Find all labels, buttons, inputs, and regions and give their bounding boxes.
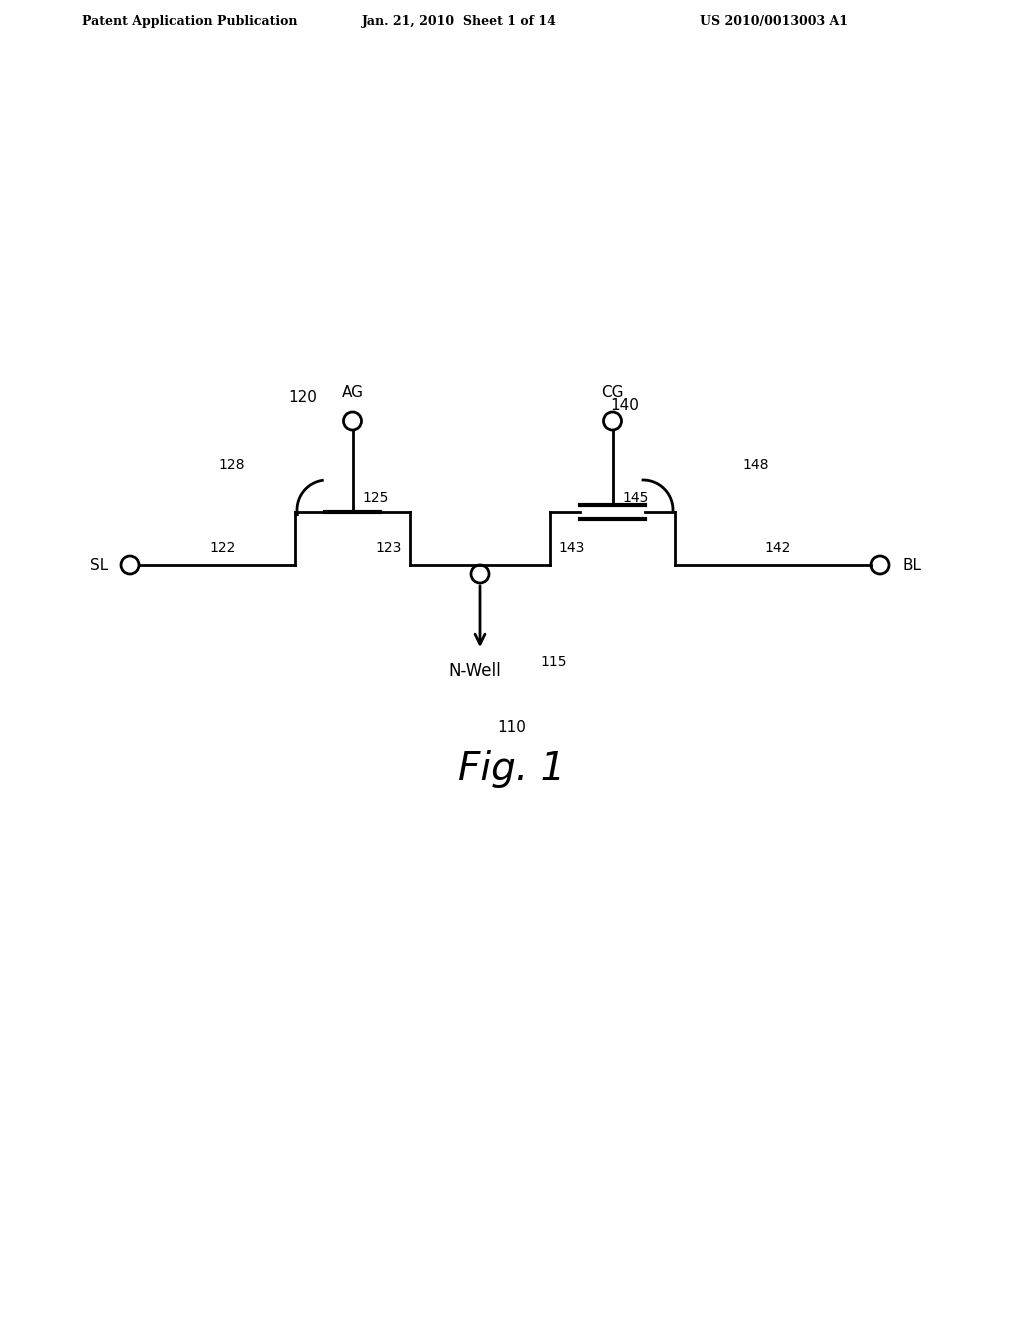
Text: CG: CG (601, 385, 624, 400)
Text: 140: 140 (610, 399, 639, 413)
Text: US 2010/0013003 A1: US 2010/0013003 A1 (700, 15, 848, 28)
Text: 115: 115 (540, 655, 566, 669)
Text: 120: 120 (288, 389, 316, 405)
Text: 145: 145 (623, 491, 649, 506)
Text: Fig. 1: Fig. 1 (459, 750, 565, 788)
Text: Patent Application Publication: Patent Application Publication (82, 15, 298, 28)
Text: 148: 148 (742, 458, 768, 473)
Text: 143: 143 (558, 541, 585, 554)
Text: N-Well: N-Well (449, 663, 502, 680)
Text: SL: SL (90, 557, 108, 573)
Text: 122: 122 (209, 541, 236, 554)
Text: 125: 125 (362, 491, 389, 506)
Text: BL: BL (902, 557, 921, 573)
Text: 123: 123 (376, 541, 402, 554)
Text: AG: AG (341, 385, 364, 400)
Text: 128: 128 (218, 458, 245, 473)
Text: Jan. 21, 2010  Sheet 1 of 14: Jan. 21, 2010 Sheet 1 of 14 (362, 15, 557, 28)
Text: 142: 142 (764, 541, 791, 554)
Text: 110: 110 (498, 719, 526, 735)
